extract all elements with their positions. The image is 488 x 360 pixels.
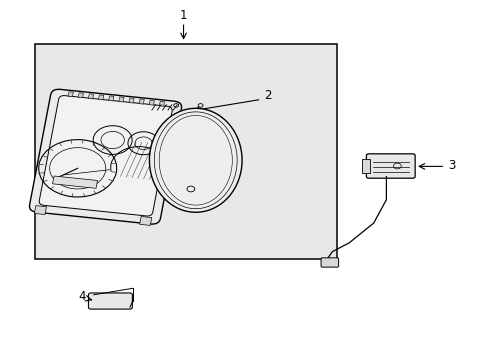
FancyBboxPatch shape: [88, 293, 132, 309]
FancyBboxPatch shape: [29, 89, 181, 224]
Text: 3: 3: [447, 159, 454, 172]
Text: 4: 4: [79, 290, 86, 303]
Text: 1: 1: [180, 9, 187, 22]
FancyBboxPatch shape: [321, 258, 338, 267]
Bar: [129, 98, 134, 103]
Bar: [139, 99, 144, 104]
Bar: [53, 176, 97, 188]
Bar: [140, 216, 151, 225]
Text: 2: 2: [264, 89, 271, 102]
Bar: [68, 92, 73, 97]
Bar: [78, 93, 83, 98]
Bar: [108, 96, 114, 101]
Bar: [149, 100, 154, 105]
FancyBboxPatch shape: [39, 96, 172, 216]
Bar: [119, 97, 124, 102]
Bar: [35, 44, 336, 259]
Bar: [98, 95, 103, 100]
Bar: [34, 206, 46, 215]
Bar: [88, 94, 93, 99]
FancyBboxPatch shape: [366, 154, 414, 178]
Polygon shape: [149, 108, 242, 212]
Bar: [361, 159, 369, 173]
Bar: [159, 101, 164, 106]
